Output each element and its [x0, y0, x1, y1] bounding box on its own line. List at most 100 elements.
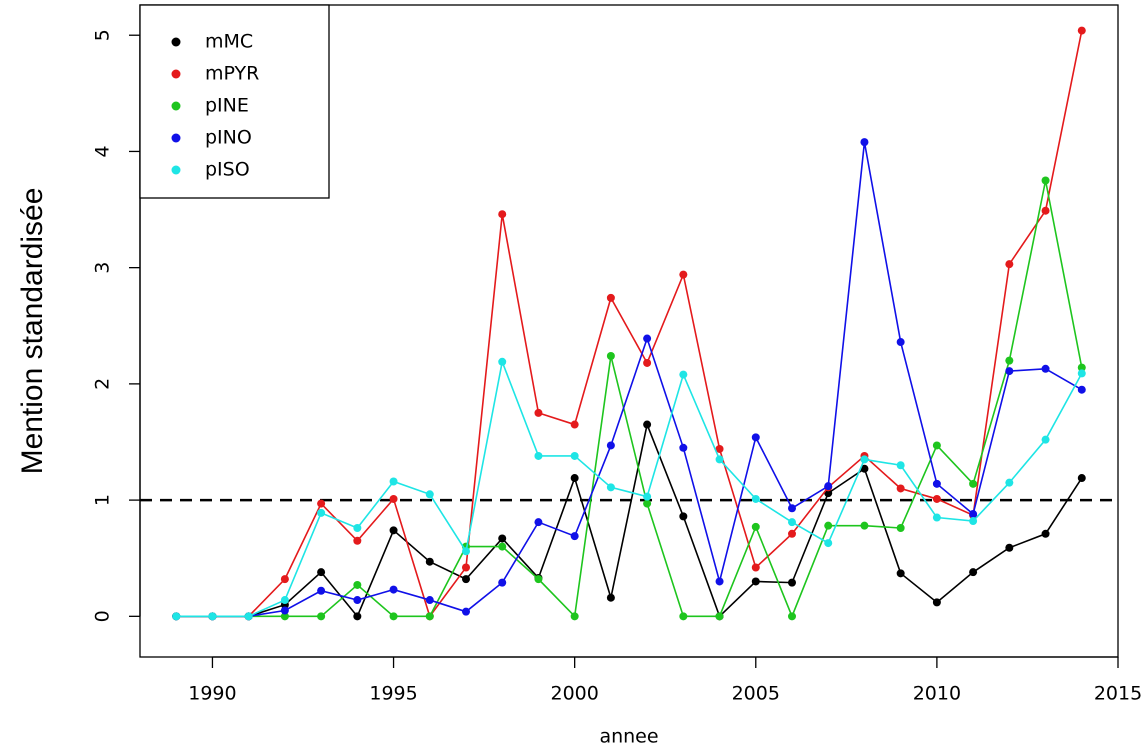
data-point: [1005, 478, 1014, 487]
legend-marker: [171, 69, 181, 79]
data-point: [643, 358, 652, 367]
data-point: [317, 499, 326, 508]
data-point: [498, 357, 507, 366]
data-point: [353, 536, 362, 545]
data-point: [932, 598, 941, 607]
data-point: [1005, 356, 1014, 365]
data-point: [788, 504, 796, 513]
data-point: [1041, 529, 1050, 538]
data-point: [606, 441, 615, 450]
data-point: [570, 451, 579, 460]
data-point: [534, 451, 543, 460]
data-point: [353, 523, 362, 532]
y-tick-label: 0: [92, 610, 114, 622]
y-tick-label: 3: [92, 262, 114, 274]
y-tick-label: 5: [92, 29, 114, 41]
data-point: [1005, 367, 1014, 376]
legend-marker: [171, 101, 181, 111]
legend-label: pISO: [205, 159, 250, 181]
data-point: [280, 596, 289, 605]
data-point: [1077, 26, 1086, 35]
data-point: [606, 293, 615, 302]
data-point: [570, 474, 579, 483]
data-point: [498, 534, 507, 543]
data-point: [788, 518, 796, 527]
data-point: [679, 443, 688, 452]
y-axis-label: Mention standardisée: [16, 188, 49, 475]
data-point: [1077, 363, 1086, 372]
data-point: [498, 210, 507, 219]
data-point: [679, 370, 688, 379]
data-point: [389, 585, 398, 594]
data-point: [751, 494, 760, 503]
y-tick-label: 1: [92, 494, 114, 506]
data-point: [498, 542, 507, 551]
data-point: [788, 578, 796, 587]
data-point: [208, 612, 217, 621]
data-point: [679, 512, 688, 521]
data-point: [425, 596, 434, 605]
data-point: [969, 517, 978, 526]
data-point: [715, 444, 724, 453]
y-tick-label: 4: [92, 145, 114, 157]
data-point: [389, 494, 398, 503]
data-point: [896, 523, 905, 532]
data-point: [896, 338, 905, 347]
data-point: [1041, 176, 1050, 185]
data-point: [570, 532, 579, 541]
x-tick-label: 2005: [732, 683, 780, 705]
data-point: [788, 612, 796, 621]
legend-label: pINE: [205, 95, 249, 117]
series-line: [176, 358, 1083, 618]
legend-box: [139, 4, 330, 199]
data-point: [824, 521, 833, 530]
data-point: [860, 455, 869, 464]
data-point: [317, 586, 326, 595]
data-point: [969, 510, 978, 519]
data-point: [425, 557, 434, 566]
data-point: [425, 490, 434, 499]
data-point: [570, 420, 579, 429]
data-point: [353, 580, 362, 589]
data-point: [751, 563, 760, 572]
data-point: [1041, 206, 1050, 215]
data-point: [353, 612, 362, 621]
data-point: [824, 539, 833, 548]
data-point: [751, 522, 760, 531]
x-tick-label: 2000: [550, 683, 598, 705]
series-line: [176, 180, 1083, 619]
data-point: [498, 578, 507, 587]
data-point: [1077, 369, 1086, 378]
data-point: [389, 612, 398, 621]
data-point: [860, 521, 869, 530]
data-point: [643, 499, 652, 508]
data-point: [860, 464, 869, 473]
data-point: [462, 563, 470, 572]
data-point: [280, 612, 289, 621]
data-point: [1005, 260, 1014, 269]
data-point: [534, 518, 543, 527]
data-point: [462, 575, 470, 584]
legend-marker: [171, 37, 181, 47]
data-point: [932, 479, 941, 488]
series-line: [176, 141, 1083, 618]
series-line: [176, 421, 1083, 618]
data-point: [751, 577, 760, 586]
data-point: [317, 612, 326, 621]
data-point: [969, 568, 978, 577]
x-tick-label: 2015: [1094, 683, 1142, 705]
data-point: [534, 575, 543, 584]
data-point: [679, 270, 688, 279]
data-point: [896, 569, 905, 578]
data-point: [317, 568, 326, 577]
data-point: [389, 477, 398, 486]
data-point: [1077, 385, 1086, 394]
data-point: [715, 577, 724, 586]
data-point: [280, 575, 289, 584]
data-point: [715, 455, 724, 464]
data-point: [1041, 435, 1050, 444]
data-point: [606, 593, 615, 602]
data-point: [353, 596, 362, 605]
